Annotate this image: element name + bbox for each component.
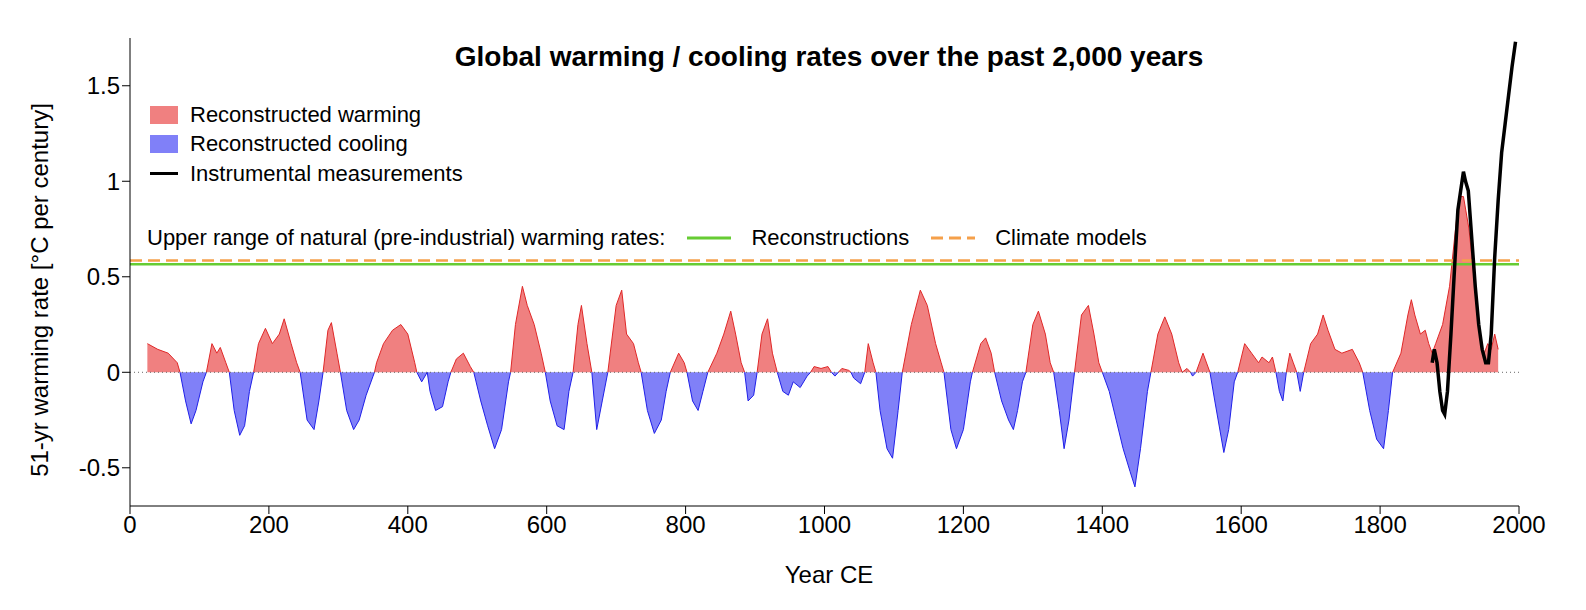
html-text:Reconstructed cooling: Reconstructed cooling (190, 131, 408, 157)
html-text:Global warming / cooling rates: Global warming / cooling rates over the … (454, 41, 1204, 72)
svg-text:0: 0 (107, 359, 120, 386)
html-text:Instrumental measurements: Instrumental measurements (190, 160, 463, 186)
html-text:Reconstructions: Reconstructions (751, 225, 910, 250)
svg-text:0: 0 (123, 511, 136, 538)
html-text:Climate models: Climate models (995, 225, 1147, 250)
html-text:Upper range of natural (pre-in: Upper range of natural (pre-industrial) … (147, 225, 666, 250)
svg-text:1200: 1200 (937, 511, 990, 538)
svg-text:0.5: 0.5 (87, 263, 120, 290)
svg-text:400: 400 (388, 511, 428, 538)
svg-text:1800: 1800 (1353, 511, 1406, 538)
svg-text:2000: 2000 (1492, 511, 1545, 538)
svg-text:1: 1 (107, 168, 120, 195)
svg-text:-0.5: -0.5 (79, 454, 120, 481)
svg-text:1000: 1000 (798, 511, 851, 538)
svg-text:1600: 1600 (1215, 511, 1268, 538)
svg-text:200: 200 (249, 511, 289, 538)
html-text:Reconstructed warming: Reconstructed warming (190, 101, 422, 127)
svg-text:1.5: 1.5 (87, 72, 120, 99)
svg-text:800: 800 (666, 511, 706, 538)
svg-text:1400: 1400 (1076, 511, 1129, 538)
svg-text:600: 600 (527, 511, 567, 538)
html-text:Year CE: Year CE (784, 561, 874, 588)
html-text:51-yr warming rate [°C per cen: 51-yr warming rate [°C per century] (26, 103, 53, 477)
